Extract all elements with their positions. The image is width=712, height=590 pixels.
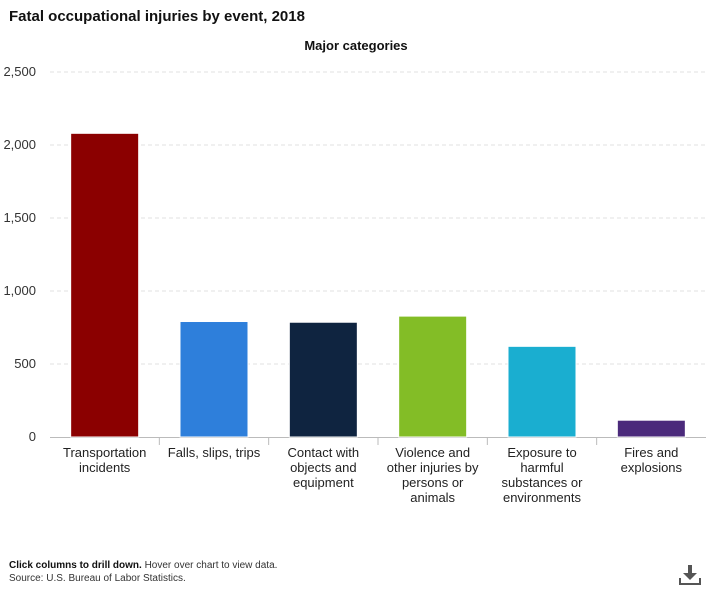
y-tick-label: 1,500 <box>3 210 36 225</box>
download-icon <box>679 565 701 585</box>
y-tick-label: 0 <box>29 429 36 444</box>
hover-hint: Hover over chart to view data. <box>141 560 278 571</box>
bar[interactable] <box>70 132 140 438</box>
x-category-label: incidents <box>79 460 131 475</box>
bar[interactable] <box>616 419 686 438</box>
bar[interactable] <box>179 321 249 438</box>
x-category-label: persons or <box>402 475 464 490</box>
x-category-label: environments <box>503 490 582 505</box>
x-category-label: Falls, slips, trips <box>168 445 261 460</box>
drill-down-hint: Click columns to drill down. <box>9 560 142 571</box>
chart-subtitle: Major categories <box>304 38 407 53</box>
x-category-label: harmful <box>520 460 563 475</box>
x-category-label: Violence and <box>395 445 470 460</box>
y-tick-label: 2,000 <box>3 137 36 152</box>
x-category-label: animals <box>410 490 455 505</box>
bar[interactable] <box>507 345 577 438</box>
x-category-label: other injuries by <box>387 460 479 475</box>
chart-area[interactable]: Major categories 0 500 1,000 1,500 2,000 2,500… <box>0 30 712 530</box>
chart-footer: Click columns to drill down. Hover over … <box>9 559 277 585</box>
bar[interactable] <box>288 321 358 438</box>
x-category-label: Contact with <box>288 445 360 460</box>
x-category-label: Fires and <box>624 445 678 460</box>
y-tick-label: 2,500 <box>3 64 36 79</box>
x-category-label: explosions <box>621 460 683 475</box>
source-note: Source: U.S. Bureau of Labor Statistics. <box>9 573 186 584</box>
x-category-label: Transportation <box>63 445 146 460</box>
footer-instructions: Click columns to drill down. Hover over … <box>9 559 277 572</box>
x-category-label: objects and <box>290 460 357 475</box>
download-button[interactable] <box>677 563 703 587</box>
y-tick-label: 1,000 <box>3 283 36 298</box>
x-category-label: Exposure to <box>507 445 576 460</box>
bar-chart[interactable]: Major categories 0 500 1,000 1,500 2,000 2,500… <box>0 30 712 530</box>
y-tick-label: 500 <box>14 356 36 371</box>
bar[interactable] <box>398 315 468 438</box>
chart-title: Fatal occupational injuries by event, 20… <box>9 8 305 25</box>
x-category-label: substances or <box>502 475 584 490</box>
x-category-label: equipment <box>293 475 354 490</box>
